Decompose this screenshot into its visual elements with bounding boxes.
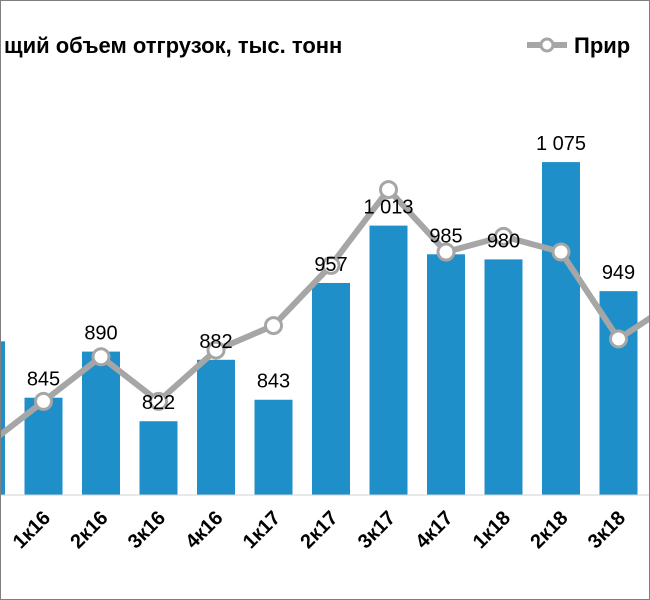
x-tick-label: 1к17 [239, 507, 285, 553]
bar [542, 162, 580, 495]
x-tick-label: 4к16 [181, 507, 227, 553]
bar [82, 351, 120, 495]
line-marker [436, 242, 456, 262]
line-marker [149, 391, 168, 411]
bar [312, 282, 350, 495]
line-marker [206, 340, 226, 360]
x-tick-label: 3к16 [124, 507, 170, 553]
legend-bars-label: щий объем отгрузок, тыс. тонн [4, 33, 342, 58]
data-label: 822 [142, 392, 175, 414]
legend: щий объем отгрузок, тыс. тонн Прир [4, 33, 630, 58]
data-label: 843 [257, 371, 290, 393]
line-marker [321, 255, 341, 275]
data-label: 949 [602, 262, 635, 284]
data-label: 980 [487, 230, 520, 252]
x-tick-label: 4к17 [411, 507, 457, 553]
bar [484, 259, 523, 495]
bar [139, 421, 178, 495]
line-marker [494, 226, 513, 246]
x-tick-label: 3к18 [584, 507, 630, 553]
data-label: 1 075 [536, 133, 586, 155]
data-label: 890 [84, 323, 117, 345]
data-label: 985 [429, 225, 462, 247]
line-marker [264, 316, 283, 336]
data-label: 845 [27, 369, 60, 391]
line-marker [91, 347, 111, 367]
bars-layer [1, 162, 638, 495]
x-tick-label: 2к17 [296, 507, 342, 553]
legend-line-label: Прир [574, 33, 630, 58]
x-tick-label: 2к16 [66, 507, 112, 553]
data-label: 957 [314, 254, 347, 276]
bar [254, 399, 293, 495]
x-axis-ticks: 1к16 2к16 3к16 4к16 1к17 2к17 3к17 4к17 1к18 2к18… [9, 507, 630, 553]
bar-partial [1, 341, 5, 495]
bar [197, 359, 235, 495]
line-marker [34, 391, 53, 411]
line-marker [551, 242, 571, 262]
x-tick-label: 2к18 [526, 507, 572, 553]
bar [369, 225, 408, 495]
x-tick-label: 3к17 [354, 507, 400, 553]
data-label: 1 013 [363, 197, 413, 219]
x-tick-label: 1к16 [9, 507, 55, 553]
legend-line-marker [539, 37, 555, 53]
line-marker [379, 180, 398, 200]
line-marker [609, 329, 628, 349]
x-tick-label: 1к18 [469, 507, 515, 553]
bar [427, 254, 465, 495]
line-layer [1, 180, 649, 439]
data-label: 882 [199, 331, 232, 353]
